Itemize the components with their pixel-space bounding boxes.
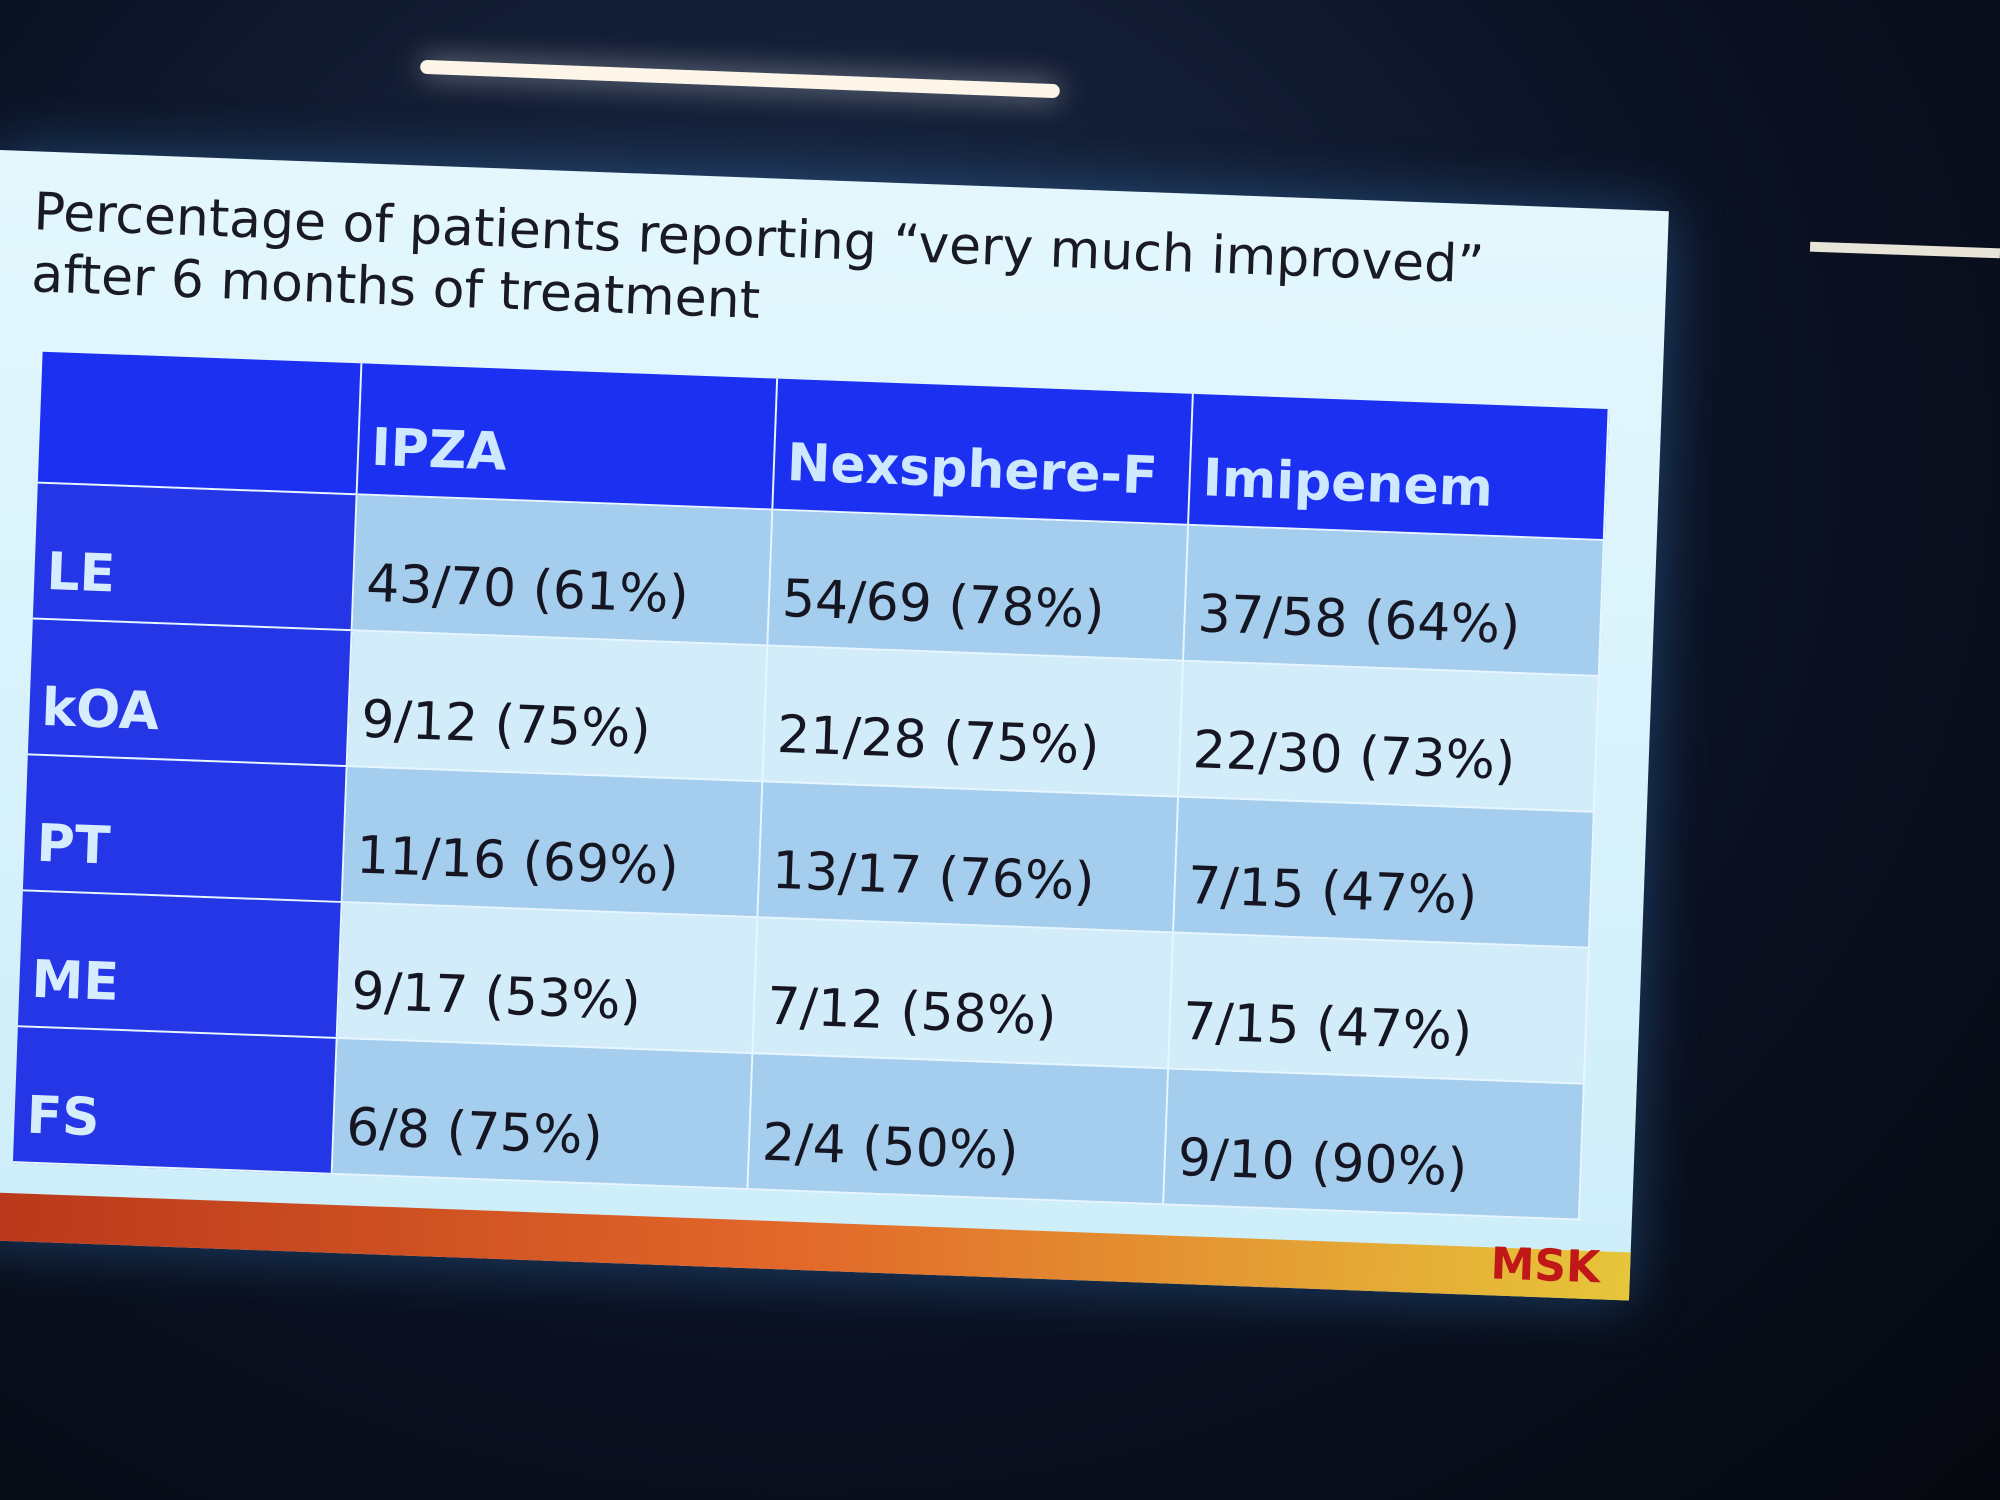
- results-table: IPZA Nexsphere-F Imipenem LE 43/70 (61%) 54/6…: [12, 351, 1612, 1221]
- column-header: IPZA: [357, 363, 779, 511]
- logo: MSK: [1489, 1238, 1602, 1294]
- row-header: FS: [12, 1027, 338, 1175]
- table-cell: 9/17 (53%): [337, 903, 759, 1055]
- table-cell: 43/70 (61%): [352, 495, 774, 647]
- row-header: LE: [32, 483, 358, 632]
- table-cell: 11/16 (69%): [342, 767, 764, 919]
- table-cell: 9/10 (90%): [1164, 1069, 1585, 1221]
- slide-title: Percentage of patients reporting “very m…: [30, 181, 1485, 358]
- table-cell: 13/17 (76%): [758, 782, 1180, 934]
- column-header: Imipenem: [1189, 393, 1610, 542]
- table-cell: 9/12 (75%): [347, 631, 769, 783]
- table-cell: 2/4 (50%): [748, 1054, 1170, 1206]
- table-cell: 37/58 (64%): [1184, 525, 1605, 677]
- row-header: ME: [17, 891, 343, 1039]
- corner-cell: [37, 351, 363, 496]
- column-header: Nexsphere-F: [773, 378, 1194, 526]
- ceiling-light: [419, 59, 1061, 99]
- row-header: kOA: [27, 619, 353, 768]
- row-header: PT: [22, 755, 348, 904]
- table-cell: 21/28 (75%): [763, 646, 1185, 798]
- table-cell: 7/12 (58%): [753, 918, 1175, 1070]
- slide: Percentage of patients reporting “very m…: [0, 150, 1669, 1301]
- table-cell: 7/15 (47%): [1169, 933, 1590, 1085]
- table-cell: 54/69 (78%): [768, 510, 1190, 662]
- table-cell: 6/8 (75%): [332, 1038, 754, 1191]
- ceiling-light: [1809, 241, 2000, 259]
- table-cell: 7/15 (47%): [1174, 797, 1595, 949]
- table-cell: 22/30 (73%): [1179, 661, 1600, 813]
